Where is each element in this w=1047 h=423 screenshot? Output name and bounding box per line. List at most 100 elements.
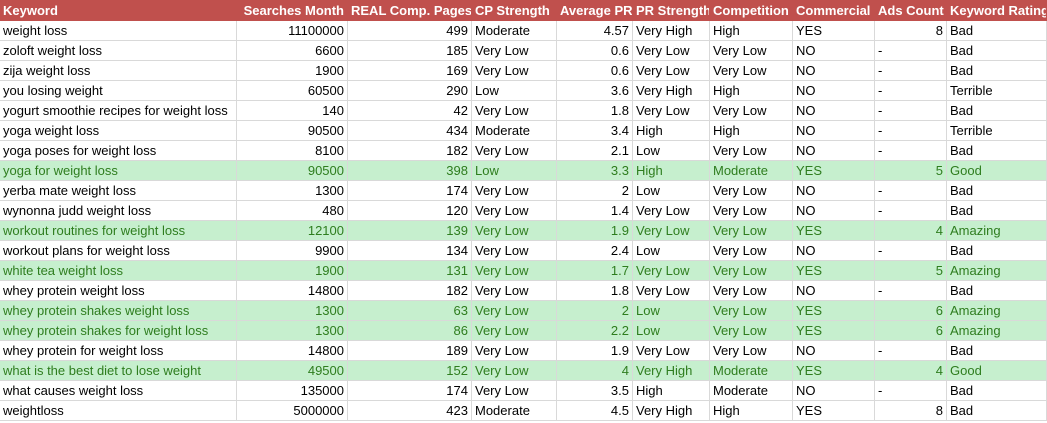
column-header: Keyword Rating (947, 0, 1047, 21)
table-cell: zija weight loss (0, 61, 237, 81)
table-cell: 5000000 (237, 401, 348, 421)
table-cell: 14800 (237, 281, 348, 301)
table-cell: YES (793, 301, 875, 321)
table-cell: Very Low (472, 61, 557, 81)
table-cell: Amazing (947, 261, 1047, 281)
table-cell: - (875, 41, 947, 61)
table-row: zoloft weight loss 6600 185 Very Low 0.6 Very… (0, 41, 1047, 61)
table-row: weight loss 11100000 499 Moderate 4.57 Very H… (0, 21, 1047, 41)
table-row: whey protein shakes weight loss 1300 63 Ver… (0, 301, 1047, 321)
column-header: Commercial (793, 0, 875, 21)
column-header: Keyword (0, 0, 237, 21)
table-cell: YES (793, 361, 875, 381)
table-cell: NO (793, 381, 875, 401)
table-cell: 90500 (237, 121, 348, 141)
table-cell: 1.4 (557, 201, 633, 221)
table-cell: 2 (557, 301, 633, 321)
table-cell: Moderate (710, 381, 793, 401)
table-cell: High (710, 121, 793, 141)
column-header: Searches Month (237, 0, 348, 21)
table-cell: 6600 (237, 41, 348, 61)
table-cell: Very Low (710, 261, 793, 281)
column-header: CP Strength (472, 0, 557, 21)
table-cell: NO (793, 201, 875, 221)
table-cell: Low (633, 241, 710, 261)
column-header: Ads Count (875, 0, 947, 21)
table-cell: 60500 (237, 81, 348, 101)
table-cell: what is the best diet to lose weight (0, 361, 237, 381)
table-cell: Very Low (633, 261, 710, 281)
header-row: Keyword Searches Month REAL Comp. Pages CP … (0, 0, 1047, 21)
table-cell: YES (793, 321, 875, 341)
table-cell: 499 (348, 21, 472, 41)
table-cell: yoga poses for weight loss (0, 141, 237, 161)
table-cell: Good (947, 361, 1047, 381)
table-cell: 2.2 (557, 321, 633, 341)
table-row: what is the best diet to lose weight 4950… (0, 361, 1047, 381)
table-cell: 1.9 (557, 221, 633, 241)
table-cell: 1.9 (557, 341, 633, 361)
table-cell: - (875, 61, 947, 81)
table-row: workout routines for weight loss 12100 139… (0, 221, 1047, 241)
table-row: weightloss 5000000 423 Moderate 4.5 Very High… (0, 401, 1047, 421)
table-cell: High (710, 81, 793, 101)
table-cell: Moderate (472, 121, 557, 141)
table-cell: YES (793, 221, 875, 241)
table-cell: Very Low (710, 141, 793, 161)
table-cell: 1900 (237, 61, 348, 81)
table-cell: Moderate (710, 361, 793, 381)
table-cell: 2 (557, 181, 633, 201)
table-cell: 290 (348, 81, 472, 101)
table-cell: 3.4 (557, 121, 633, 141)
table-cell: whey protein shakes weight loss (0, 301, 237, 321)
table-cell: 131 (348, 261, 472, 281)
column-header: REAL Comp. Pages (348, 0, 472, 21)
table-cell: - (875, 121, 947, 141)
table-cell: NO (793, 61, 875, 81)
table-cell: NO (793, 181, 875, 201)
table-cell: Low (472, 81, 557, 101)
table-cell: NO (793, 81, 875, 101)
table-row: workout plans for weight loss 9900 134 Very… (0, 241, 1047, 261)
table-cell: Very Low (710, 301, 793, 321)
table-cell: Amazing (947, 221, 1047, 241)
table-cell: white tea weight loss (0, 261, 237, 281)
table-cell: 6 (875, 301, 947, 321)
table-row: whey protein for weight loss 14800 189 Very… (0, 341, 1047, 361)
table-cell: Good (947, 161, 1047, 181)
table-cell: 86 (348, 321, 472, 341)
table-cell: Very Low (633, 221, 710, 241)
table-cell: Very High (633, 21, 710, 41)
table-cell: what causes weight loss (0, 381, 237, 401)
table-cell: 49500 (237, 361, 348, 381)
table-cell: Bad (947, 201, 1047, 221)
table-cell: workout plans for weight loss (0, 241, 237, 261)
table-cell: Very Low (472, 261, 557, 281)
table-cell: Moderate (710, 161, 793, 181)
table-cell: Bad (947, 381, 1047, 401)
table-cell: 1.7 (557, 261, 633, 281)
table-cell: Very Low (472, 101, 557, 121)
table-cell: Very Low (472, 321, 557, 341)
table-cell: Very Low (710, 341, 793, 361)
table-cell: 4.57 (557, 21, 633, 41)
table-cell: Very Low (472, 181, 557, 201)
table-cell: yoga for weight loss (0, 161, 237, 181)
table-cell: YES (793, 401, 875, 421)
table-cell: Bad (947, 21, 1047, 41)
table-cell: High (710, 21, 793, 41)
table-cell: Amazing (947, 321, 1047, 341)
table-cell: wynonna judd weight loss (0, 201, 237, 221)
table-cell: 42 (348, 101, 472, 121)
table-cell: weightloss (0, 401, 237, 421)
table-cell: 1.8 (557, 101, 633, 121)
table-cell: NO (793, 341, 875, 361)
table-cell: 1300 (237, 321, 348, 341)
table-cell: 5 (875, 261, 947, 281)
table-cell: 1.8 (557, 281, 633, 301)
table-row: wynonna judd weight loss 480 120 Very Low 1.… (0, 201, 1047, 221)
table-cell: 3.5 (557, 381, 633, 401)
table-cell: weight loss (0, 21, 237, 41)
table-cell: Very Low (633, 281, 710, 301)
table-cell: 2.4 (557, 241, 633, 261)
